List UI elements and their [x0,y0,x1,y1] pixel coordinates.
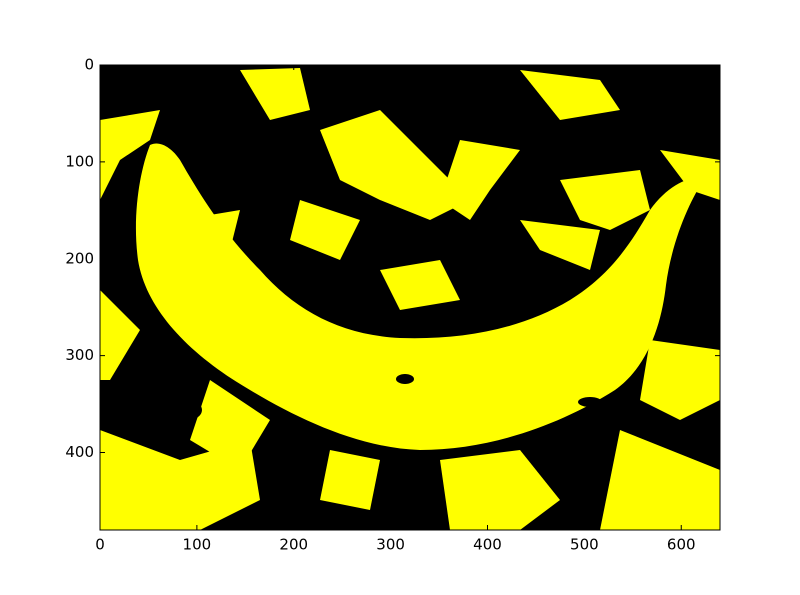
axes-frame [99,64,721,531]
y-tick-label: 300 [65,346,94,364]
y-tick-label: 400 [65,443,94,461]
x-tick-label: 300 [376,536,405,554]
image-spot [174,400,202,420]
image-spot [396,374,414,384]
y-tick-label: 200 [65,249,94,267]
image-spot [578,397,602,407]
x-tick-label: 100 [183,536,212,554]
x-tick-label: 500 [570,536,599,554]
y-tick-label: 100 [65,152,94,170]
x-tick-label: 200 [279,536,308,554]
x-tick-label: 400 [473,536,502,554]
y-tick-label: 0 [84,56,94,74]
x-tick-label: 0 [95,536,105,554]
image-foreground [100,68,720,530]
x-tick-label: 600 [667,536,696,554]
image [100,65,720,530]
